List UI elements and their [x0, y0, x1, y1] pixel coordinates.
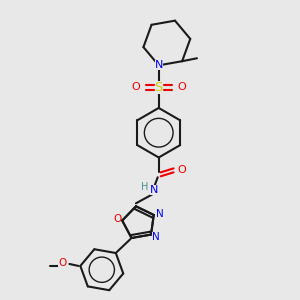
- Text: O: O: [58, 258, 67, 268]
- Text: O: O: [177, 165, 186, 176]
- Text: N: N: [154, 60, 163, 70]
- Text: O: O: [131, 82, 140, 92]
- Text: H: H: [141, 182, 148, 192]
- Text: O: O: [113, 214, 122, 224]
- Text: N: N: [156, 209, 164, 219]
- Text: N: N: [152, 232, 160, 242]
- Text: O: O: [177, 82, 186, 92]
- Text: S: S: [154, 81, 163, 94]
- Text: N: N: [150, 185, 158, 195]
